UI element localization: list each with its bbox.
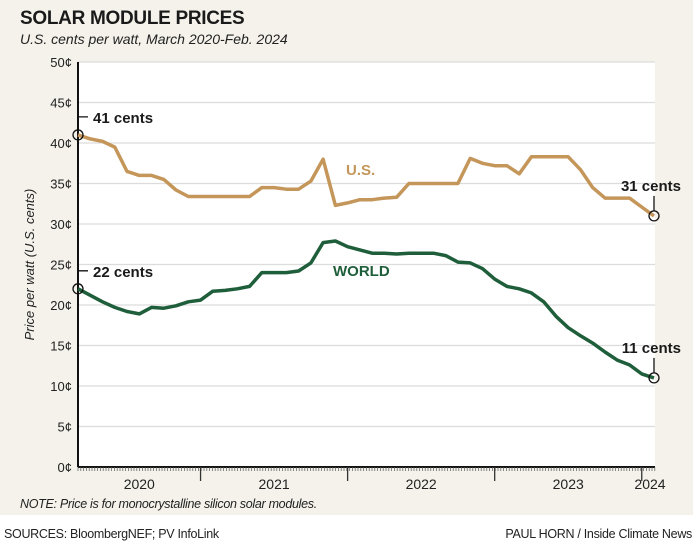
annotation-leader <box>77 270 88 284</box>
y-tick-label: 40¢ <box>50 136 72 151</box>
y-tick-label: 15¢ <box>50 339 72 354</box>
annotation-label: 11 cents <box>622 340 681 357</box>
chart-subtitle: U.S. cents per watt, March 2020-Feb. 202… <box>20 31 288 47</box>
chart-title: SOLAR MODULE PRICES <box>20 8 245 29</box>
annotation-label: 22 cents <box>93 264 153 281</box>
annotation-label: 31 cents <box>621 178 681 195</box>
y-tick-label: 45¢ <box>50 96 72 111</box>
y-tick-label: 5¢ <box>58 420 72 435</box>
y-tick-label: 20¢ <box>50 298 72 313</box>
x-tick-label: 2022 <box>406 476 437 492</box>
y-tick-label: 50¢ <box>50 55 72 70</box>
x-tick-label: 2023 <box>553 476 584 492</box>
credit: PAUL HORN / Inside Climate News <box>505 527 692 541</box>
y-axis-label: Price per watt (U.S. cents) <box>22 189 37 341</box>
series-label-us: U.S. <box>346 162 375 179</box>
sources: SOURCES: BloombergNEF; PV InfoLink <box>4 527 219 541</box>
y-tick-label: 0¢ <box>58 460 72 475</box>
series-line-us <box>77 133 656 218</box>
x-tick-label: 2024 <box>634 476 665 492</box>
x-tick-label: 2020 <box>124 476 155 492</box>
y-tick-label: 30¢ <box>50 217 72 232</box>
series-line-world <box>77 239 655 380</box>
series-label-world: WORLD <box>333 263 390 280</box>
y-tick-label: 25¢ <box>50 258 72 273</box>
x-tick-label: 2021 <box>259 476 290 492</box>
y-tick-label: 10¢ <box>50 379 72 394</box>
y-tick-label: 35¢ <box>50 177 72 192</box>
annotation-label: 41 cents <box>93 110 153 127</box>
chart-note: NOTE: Price is for monocrystalline silic… <box>20 497 317 511</box>
annotation-leader <box>77 116 88 130</box>
